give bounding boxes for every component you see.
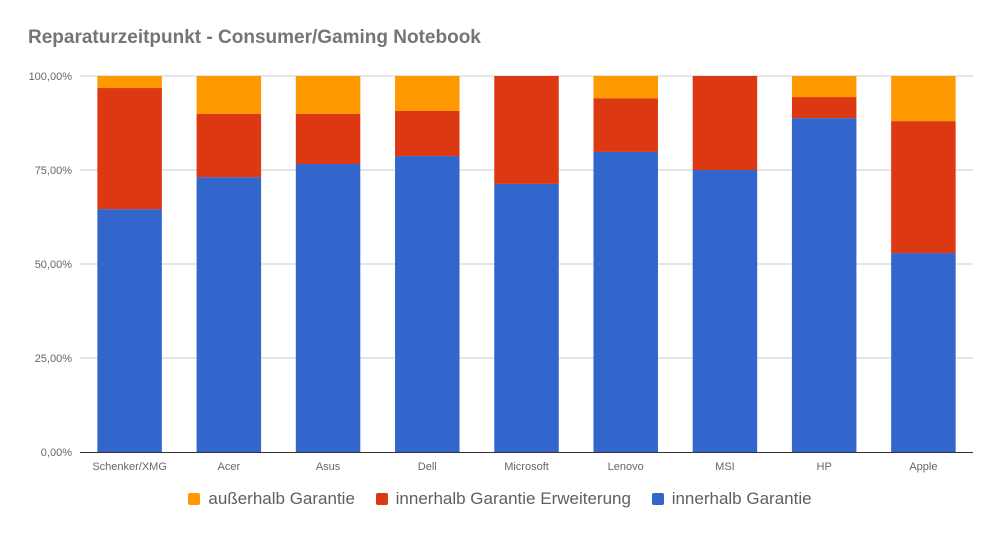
- x-tick-label: Schenker/XMG: [92, 461, 167, 473]
- bar-segment-innerhalb-garantie: [295, 163, 361, 452]
- legend: außerhalb Garantie innerhalb Garantie Er…: [0, 489, 1000, 509]
- bar-segment-innerhalb-garantie-erweiterung: [593, 98, 658, 152]
- bar-segment-innerhalb-garantie: [494, 183, 559, 453]
- x-tick-label: MSI: [715, 461, 735, 473]
- bar-segment-innerhalb-garantie: [791, 118, 857, 452]
- bar-segment-innerhalb-garantie-erweiterung: [395, 110, 460, 157]
- x-tick-label: Apple: [909, 461, 937, 473]
- bar-segment-innerhalb-garantie: [395, 156, 460, 452]
- bar-segment-innerhalb-garantie-erweiterung: [494, 76, 559, 184]
- y-tick-label: 100,00%: [29, 71, 73, 83]
- x-tick-label: Lenovo: [608, 461, 644, 473]
- x-tick-label: Asus: [316, 461, 341, 473]
- legend-swatch-blue: [651, 493, 664, 505]
- bar-segment-innerhalb-garantie-erweiterung: [891, 121, 956, 254]
- bar-segment-au-erhalb-garantie: [395, 76, 460, 111]
- x-tick-label: HP: [817, 461, 832, 473]
- legend-swatch-red: [375, 493, 388, 505]
- bar-segment-innerhalb-garantie: [196, 177, 262, 453]
- legend-label: innerhalb Garantie: [671, 489, 812, 508]
- bar-segment-innerhalb-garantie: [692, 170, 758, 452]
- x-tick-label: Dell: [418, 461, 437, 473]
- legend-label: innerhalb Garantie Erweiterung: [395, 489, 631, 508]
- y-tick-label: 50,00%: [35, 259, 73, 271]
- legend-item-ausserhalb-garantie[interactable]: außerhalb Garantie: [188, 489, 355, 509]
- bar-segment-au-erhalb-garantie: [97, 76, 162, 89]
- legend-item-innerhalb-garantie-erweiterung[interactable]: innerhalb Garantie Erweiterung: [375, 489, 631, 509]
- chart-title: Reparaturzeitpunkt - Consumer/Gaming Not…: [28, 27, 481, 48]
- bar-segment-au-erhalb-garantie: [295, 76, 361, 114]
- bar-segment-innerhalb-garantie-erweiterung: [692, 76, 758, 170]
- y-tick-label: 0,00%: [41, 447, 72, 459]
- legend-item-innerhalb-garantie[interactable]: innerhalb Garantie: [651, 489, 812, 509]
- x-tick-label: Microsoft: [504, 461, 549, 473]
- bar-segment-au-erhalb-garantie: [891, 76, 956, 122]
- bar-segment-innerhalb-garantie: [593, 151, 658, 452]
- bar-segment-innerhalb-garantie-erweiterung: [791, 97, 857, 119]
- bar-segment-innerhalb-garantie: [97, 209, 162, 452]
- bar-segment-innerhalb-garantie-erweiterung: [196, 113, 262, 178]
- y-tick-label: 25,00%: [35, 353, 73, 365]
- bar-segment-au-erhalb-garantie: [196, 76, 262, 114]
- bar-segment-innerhalb-garantie-erweiterung: [295, 113, 361, 164]
- bar-segment-au-erhalb-garantie: [791, 76, 857, 98]
- x-tick-label: Acer: [218, 461, 241, 473]
- legend-swatch-orange: [188, 493, 201, 505]
- bar-segment-innerhalb-garantie: [891, 253, 956, 452]
- legend-label: außerhalb Garantie: [208, 489, 355, 508]
- y-tick-label: 75,00%: [35, 165, 73, 177]
- bar-segment-au-erhalb-garantie: [593, 76, 658, 99]
- bar-segment-innerhalb-garantie-erweiterung: [97, 88, 162, 210]
